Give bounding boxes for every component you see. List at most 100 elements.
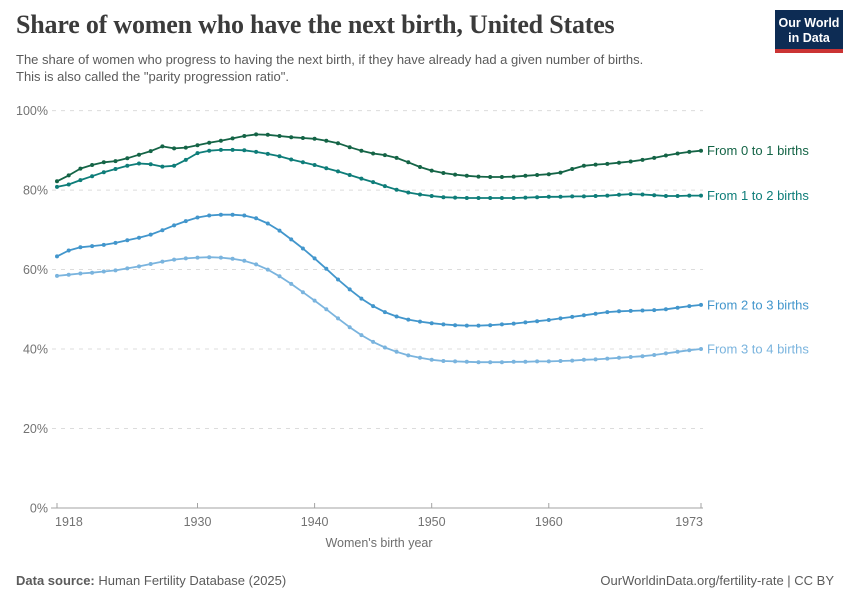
data-point bbox=[663, 194, 668, 198]
data-point bbox=[418, 319, 422, 324]
data-point bbox=[511, 359, 516, 364]
data-point bbox=[300, 246, 305, 251]
data-point bbox=[558, 194, 563, 199]
data-point bbox=[535, 359, 540, 364]
data-point bbox=[406, 353, 411, 358]
data-point bbox=[628, 355, 633, 359]
x-tick-label-1960: 1960 bbox=[535, 515, 563, 529]
data-point bbox=[359, 333, 364, 338]
data-point bbox=[137, 152, 141, 157]
series-label-from-1-to-2-births[interactable]: From 1 to 2 births bbox=[707, 188, 809, 203]
data-point bbox=[628, 192, 633, 197]
line-from-1-to-2-births[interactable]: From 1 to 2 births bbox=[55, 147, 809, 203]
data-point bbox=[230, 212, 235, 217]
data-point bbox=[476, 323, 481, 328]
data-point bbox=[113, 268, 118, 273]
data-point bbox=[137, 264, 141, 269]
data-point bbox=[148, 262, 153, 266]
data-point bbox=[464, 173, 469, 178]
data-point bbox=[183, 256, 188, 261]
data-point bbox=[675, 349, 680, 354]
data-point bbox=[687, 149, 692, 154]
chart-canvas[interactable]: 0% 20% 40% 60% 80% 100% 1918 1930 1940 1950 1960 19… bbox=[0, 0, 850, 560]
data-point bbox=[101, 242, 106, 247]
data-point bbox=[254, 132, 259, 137]
owid-logo[interactable]: Our World in Data bbox=[775, 10, 843, 53]
data-point bbox=[558, 316, 563, 321]
data-point bbox=[406, 190, 411, 195]
data-point bbox=[464, 359, 469, 364]
data-point bbox=[101, 160, 106, 165]
data-source: Data source: Human Fertility Database (2… bbox=[16, 573, 286, 588]
data-point bbox=[499, 322, 504, 327]
data-point bbox=[183, 157, 188, 162]
data-point bbox=[605, 310, 610, 315]
line-from-0-to-1-births[interactable]: From 0 to 1 births bbox=[55, 132, 809, 184]
data-point bbox=[160, 144, 165, 149]
data-point bbox=[605, 356, 610, 361]
data-point bbox=[218, 138, 223, 143]
data-point bbox=[289, 135, 294, 140]
data-point bbox=[675, 194, 680, 198]
data-point bbox=[195, 215, 200, 220]
data-point bbox=[336, 141, 340, 146]
data-point bbox=[172, 223, 177, 228]
x-tick-label-1940: 1940 bbox=[301, 515, 329, 529]
line-from-3-to-4-births[interactable]: From 3 to 4 births bbox=[55, 255, 809, 365]
data-point bbox=[523, 320, 528, 325]
data-point bbox=[172, 163, 177, 168]
data-point bbox=[687, 304, 692, 309]
data-point bbox=[207, 255, 212, 260]
data-point bbox=[230, 256, 235, 261]
data-point bbox=[523, 359, 528, 364]
data-point bbox=[488, 196, 493, 200]
data-point bbox=[640, 308, 645, 313]
data-point bbox=[312, 298, 317, 303]
data-point bbox=[464, 323, 469, 328]
series-path-from-2-to-3-births bbox=[56, 213, 702, 327]
x-tick-label-1973: 1973 bbox=[675, 515, 703, 529]
data-point bbox=[218, 147, 223, 152]
data-point bbox=[265, 151, 270, 156]
data-point bbox=[242, 134, 247, 138]
data-point bbox=[207, 213, 212, 218]
data-point bbox=[289, 157, 294, 162]
data-point bbox=[699, 193, 703, 198]
data-point bbox=[535, 195, 540, 200]
chart-subtitle: The share of women who progress to havin… bbox=[16, 52, 761, 85]
line-from-2-to-3-births[interactable]: From 2 to 3 births bbox=[55, 212, 809, 328]
page-title: Share of women who have the next birth, … bbox=[16, 10, 615, 39]
data-point bbox=[101, 170, 106, 175]
data-point bbox=[570, 167, 575, 171]
data-point bbox=[418, 355, 422, 360]
license-link[interactable]: OurWorldinData.org/fertility-rate | CC B… bbox=[600, 573, 834, 588]
y-tick-label-0: 0% bbox=[30, 502, 48, 516]
series-label-from-0-to-1-births[interactable]: From 0 to 1 births bbox=[707, 143, 809, 158]
x-tick-label-1918: 1918 bbox=[55, 515, 83, 529]
data-point bbox=[699, 148, 703, 153]
data-point bbox=[336, 169, 340, 174]
data-point bbox=[336, 277, 340, 282]
data-point bbox=[289, 237, 294, 242]
data-point bbox=[382, 153, 387, 158]
data-point bbox=[499, 175, 504, 179]
data-point bbox=[581, 313, 586, 318]
data-point bbox=[230, 147, 235, 152]
data-point bbox=[511, 174, 516, 179]
data-point bbox=[55, 184, 59, 189]
data-point bbox=[183, 145, 188, 150]
data-point bbox=[254, 216, 259, 221]
data-point bbox=[640, 192, 645, 197]
data-point bbox=[242, 148, 247, 153]
series-label-from-3-to-4-births[interactable]: From 3 to 4 births bbox=[707, 342, 809, 357]
data-point bbox=[218, 212, 223, 217]
data-point bbox=[78, 166, 83, 171]
data-point bbox=[476, 174, 481, 179]
data-point bbox=[324, 138, 329, 143]
data-point bbox=[617, 309, 621, 314]
data-point bbox=[312, 163, 317, 167]
x-axis-title: Women's birth year bbox=[325, 536, 433, 550]
series-label-from-2-to-3-births[interactable]: From 2 to 3 births bbox=[707, 297, 809, 312]
data-point bbox=[476, 360, 481, 365]
data-point bbox=[90, 270, 95, 275]
